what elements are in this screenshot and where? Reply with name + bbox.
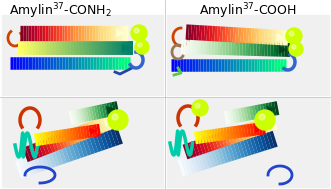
Circle shape xyxy=(134,28,139,33)
Circle shape xyxy=(108,110,128,130)
Circle shape xyxy=(195,103,200,108)
Circle shape xyxy=(138,43,142,47)
Circle shape xyxy=(255,110,275,130)
Circle shape xyxy=(259,114,265,120)
Bar xyxy=(167,98,329,187)
Text: Amylin$^{37}$-COOH: Amylin$^{37}$-COOH xyxy=(199,1,297,21)
Circle shape xyxy=(192,100,208,116)
Bar xyxy=(167,15,329,95)
Circle shape xyxy=(286,28,302,44)
Circle shape xyxy=(289,42,303,56)
Circle shape xyxy=(289,31,294,36)
Circle shape xyxy=(135,40,149,54)
Bar xyxy=(2,98,163,187)
Circle shape xyxy=(131,25,147,41)
Circle shape xyxy=(112,114,118,120)
Text: Amylin$^{37}$-CONH$_2$: Amylin$^{37}$-CONH$_2$ xyxy=(9,1,111,21)
Bar xyxy=(2,15,163,95)
Circle shape xyxy=(292,45,296,49)
